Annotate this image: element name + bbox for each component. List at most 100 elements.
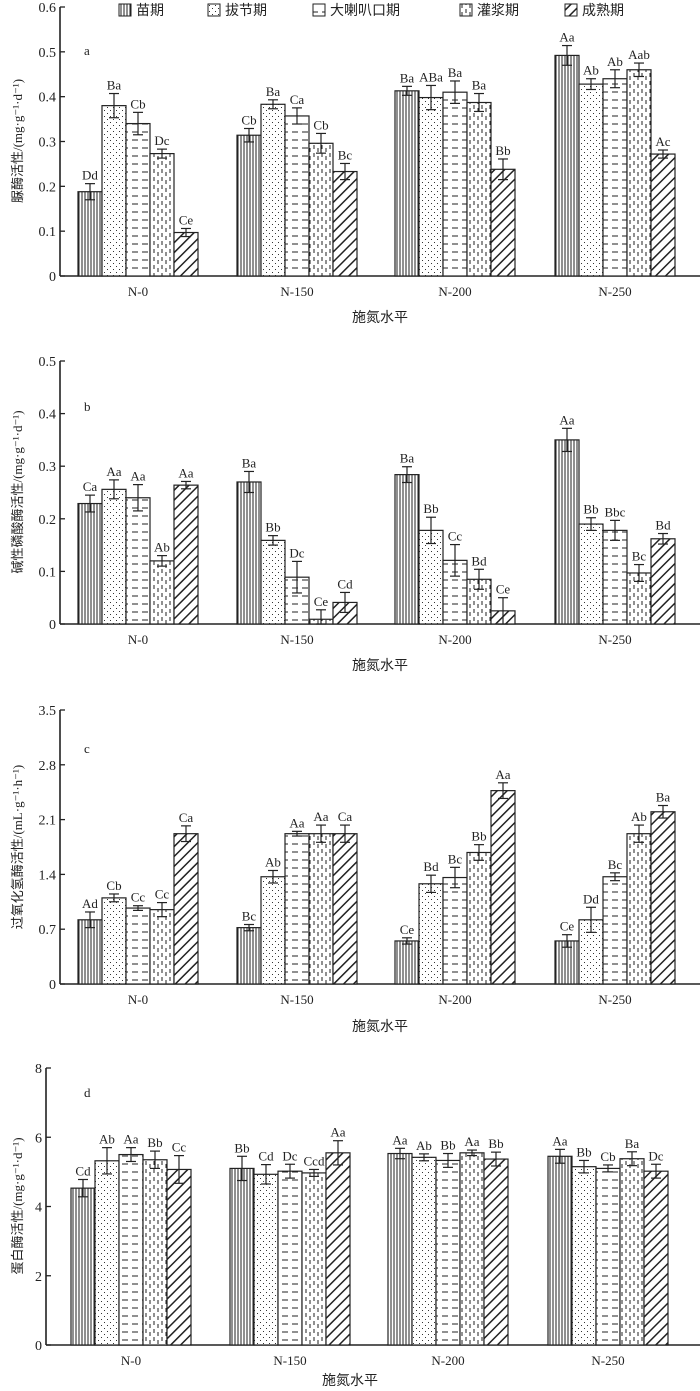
bar bbox=[77, 191, 103, 277]
bar bbox=[308, 142, 334, 277]
bar bbox=[595, 1167, 621, 1346]
bar bbox=[490, 790, 516, 985]
y-tick-label: 0.3 bbox=[39, 136, 57, 151]
legend-swatch-2 bbox=[312, 3, 326, 17]
x-tick-label: N-200 bbox=[438, 632, 471, 647]
bar bbox=[578, 83, 604, 277]
data-label: Bb bbox=[234, 1140, 249, 1155]
legend-item-4: 成熟期 bbox=[564, 3, 624, 19]
bar bbox=[626, 833, 652, 985]
data-label: Ccd bbox=[304, 1153, 325, 1168]
data-label: Bc bbox=[448, 851, 463, 866]
y-axis-label: 过氧化氢酶活性/(mL·g⁻¹·h⁻¹) bbox=[10, 765, 25, 930]
data-label: Ce bbox=[496, 582, 511, 597]
bar bbox=[650, 153, 676, 277]
data-label: Ce bbox=[560, 919, 575, 934]
legend-label-0: 苗期 bbox=[136, 3, 164, 19]
data-label: Aab bbox=[628, 47, 650, 62]
bar bbox=[394, 474, 420, 625]
bar bbox=[101, 897, 127, 985]
bar bbox=[626, 69, 652, 277]
data-label: Aa bbox=[392, 1132, 407, 1147]
x-axis-label: 施氮水平 bbox=[352, 658, 408, 674]
x-tick-label: N-0 bbox=[121, 1353, 141, 1368]
data-label: Dd bbox=[82, 168, 98, 183]
panel-letter: d bbox=[84, 1085, 91, 1100]
data-label: Bb bbox=[495, 143, 510, 158]
bar bbox=[466, 851, 492, 985]
data-label: Cc bbox=[172, 1140, 187, 1155]
bar bbox=[442, 876, 468, 985]
data-label: Ce bbox=[400, 922, 415, 937]
y-tick-label: 0.5 bbox=[39, 355, 57, 370]
bar bbox=[101, 105, 127, 277]
y-tick-label: 0 bbox=[49, 270, 56, 285]
data-label: Dc bbox=[648, 1148, 663, 1163]
data-label: Ca bbox=[290, 92, 305, 107]
bar bbox=[166, 1168, 192, 1346]
bar bbox=[442, 91, 468, 277]
chart-panel-b: b 碱性磷酸酶活性/(mg·g⁻¹·d⁻¹) 施氮水平 0 0.1 0.2 0.3 0.… bbox=[10, 355, 700, 674]
bar bbox=[229, 1167, 255, 1346]
data-label: ABa bbox=[419, 69, 443, 84]
data-label: Ba bbox=[472, 78, 487, 93]
bar bbox=[173, 833, 199, 985]
x-tick-label: N-200 bbox=[431, 1353, 464, 1368]
x-axis-label: 施氮水平 bbox=[352, 1019, 408, 1035]
bar bbox=[149, 153, 175, 277]
x-tick-label: N-250 bbox=[598, 992, 631, 1007]
data-label: Ce bbox=[179, 212, 194, 227]
data-label: Cd bbox=[258, 1149, 274, 1164]
bar bbox=[277, 1170, 303, 1346]
bar bbox=[236, 481, 262, 625]
data-label: Ab bbox=[607, 54, 623, 69]
bar bbox=[332, 833, 358, 985]
x-tick-label: N-200 bbox=[438, 992, 471, 1007]
bar bbox=[284, 833, 310, 985]
x-tick-label: N-150 bbox=[280, 992, 313, 1007]
bar bbox=[394, 940, 420, 985]
bar bbox=[435, 1159, 461, 1346]
bar bbox=[332, 170, 358, 277]
data-label: Ba bbox=[656, 790, 671, 805]
data-label: Ab bbox=[99, 1132, 115, 1147]
bar bbox=[260, 876, 286, 985]
data-label: Bb bbox=[583, 502, 598, 517]
x-tick-label: N-150 bbox=[273, 1353, 306, 1368]
data-label: Bc bbox=[338, 147, 353, 162]
bar bbox=[411, 1156, 437, 1346]
bar bbox=[70, 1187, 96, 1346]
bar bbox=[643, 1170, 669, 1346]
data-label: Bb bbox=[423, 501, 438, 516]
bar bbox=[602, 876, 628, 985]
data-label: Ba bbox=[242, 455, 257, 470]
data-label: Aa bbox=[464, 1134, 479, 1149]
x-tick-label: N-150 bbox=[280, 284, 313, 299]
data-label: Bd bbox=[655, 518, 671, 533]
bar bbox=[253, 1173, 279, 1346]
data-label: Aa bbox=[289, 815, 304, 830]
bar bbox=[387, 1152, 413, 1346]
bar bbox=[619, 1158, 645, 1346]
data-label: Cb bbox=[313, 117, 328, 132]
y-tick-label: 2 bbox=[35, 1270, 42, 1285]
bar bbox=[236, 927, 262, 985]
legend-item-2: 大喇叭口期 bbox=[312, 3, 400, 19]
x-tick-label: N-250 bbox=[598, 284, 631, 299]
y-tick-label: 0 bbox=[35, 1339, 42, 1354]
data-label: Aa bbox=[330, 1125, 345, 1140]
bar bbox=[483, 1158, 509, 1346]
chart-panel-a: a 脲酶活性/(mg·g⁻¹·d⁻¹) 施氮水平 0 0.1 0.2 0.3 0.4 0.… bbox=[10, 1, 700, 326]
data-label: Bc bbox=[242, 909, 257, 924]
legend-swatch-4 bbox=[564, 3, 578, 17]
bar bbox=[554, 439, 580, 625]
bar bbox=[308, 833, 334, 985]
bar bbox=[101, 488, 127, 625]
y-axis-label: 脲酶活性/(mg·g⁻¹·d⁻¹) bbox=[10, 79, 25, 203]
bar bbox=[554, 940, 580, 985]
data-label: Cd bbox=[75, 1163, 91, 1178]
bar bbox=[466, 101, 492, 277]
bar bbox=[459, 1152, 485, 1346]
x-tick-label: N-0 bbox=[128, 632, 148, 647]
data-label: Bb bbox=[265, 520, 280, 535]
